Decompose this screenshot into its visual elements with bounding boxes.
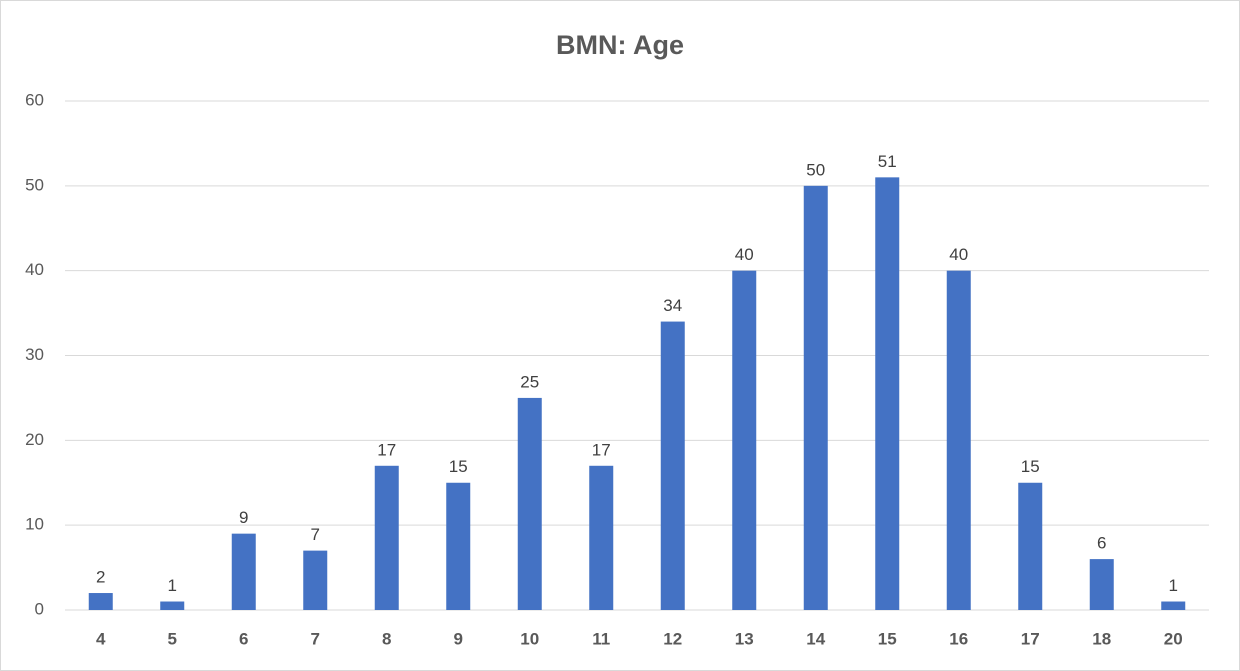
chart-title: BMN: Age — [556, 30, 684, 60]
x-tick-label: 13 — [735, 629, 754, 648]
x-tick-label: 5 — [168, 629, 177, 648]
x-tick-label: 6 — [239, 629, 248, 648]
bar — [875, 177, 900, 610]
data-label: 25 — [520, 372, 539, 391]
data-label: 15 — [1021, 457, 1040, 476]
y-tick-label: 10 — [25, 515, 44, 534]
x-tick-label: 7 — [311, 629, 320, 648]
data-label: 6 — [1097, 534, 1106, 553]
bar — [303, 550, 328, 610]
data-label: 1 — [1169, 576, 1178, 595]
x-tick-label: 14 — [806, 629, 825, 648]
x-tick-label: 20 — [1164, 629, 1183, 648]
y-tick-label: 40 — [25, 260, 44, 279]
x-tick-label: 4 — [96, 629, 106, 648]
x-tick-label: 12 — [663, 629, 682, 648]
data-label: 40 — [949, 245, 968, 264]
bar — [660, 321, 685, 610]
bar — [517, 397, 542, 610]
data-label: 15 — [449, 457, 468, 476]
y-tick-label: 30 — [25, 345, 44, 364]
x-tick-label: 8 — [382, 629, 391, 648]
y-tick-label: 0 — [35, 599, 44, 618]
bar — [946, 270, 971, 610]
bar — [589, 465, 614, 610]
data-label: 17 — [592, 440, 611, 459]
x-tick-label: 18 — [1092, 629, 1111, 648]
bar — [231, 533, 256, 610]
data-label: 17 — [377, 440, 396, 459]
bar — [1089, 559, 1114, 610]
data-label: 34 — [663, 296, 682, 315]
data-label: 7 — [311, 525, 320, 544]
y-tick-label: 20 — [25, 430, 44, 449]
bar — [374, 465, 399, 610]
x-tick-label: 11 — [592, 629, 610, 648]
bar — [446, 482, 471, 610]
data-label: 51 — [878, 152, 897, 171]
data-label: 9 — [239, 508, 248, 527]
data-label: 2 — [96, 568, 105, 587]
data-label: 50 — [806, 160, 825, 179]
bar — [732, 270, 757, 610]
bar — [1161, 601, 1186, 610]
y-tick-label: 60 — [25, 90, 44, 109]
bar — [1018, 482, 1043, 610]
bar — [88, 593, 113, 610]
x-tick-label: 10 — [520, 629, 539, 648]
data-label: 1 — [168, 576, 177, 595]
x-tick-label: 15 — [878, 629, 897, 648]
bar — [803, 185, 828, 611]
y-tick-label: 50 — [25, 175, 44, 194]
data-label: 40 — [735, 245, 754, 264]
x-tick-label: 17 — [1021, 629, 1040, 648]
x-tick-label: 16 — [949, 629, 968, 648]
x-tick-label: 9 — [454, 629, 463, 648]
bar — [160, 601, 185, 610]
